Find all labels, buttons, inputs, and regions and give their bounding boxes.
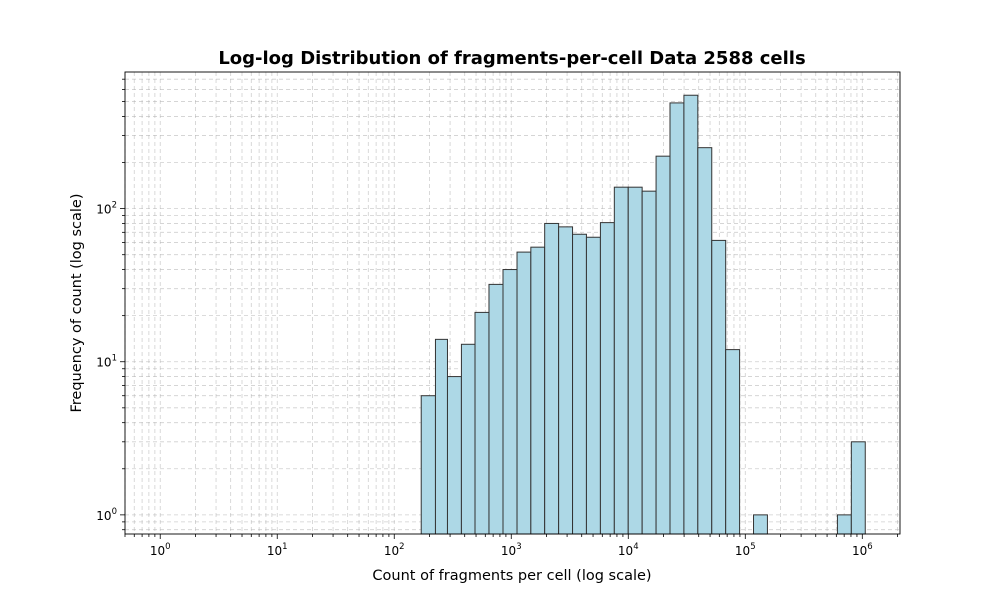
x-tick-label: 103 (501, 542, 522, 558)
histogram-bar (434, 338, 448, 535)
y-axis-label: Frequency of count (log scale) (69, 193, 85, 412)
histogram-bar (516, 251, 532, 535)
y-tick-label: 100 (96, 507, 117, 523)
histogram-bar (460, 343, 476, 535)
histogram-bar (627, 186, 643, 535)
x-tick-label: 101 (267, 542, 288, 558)
axis-ticks: 100 101 102 103 104 105 106 100 101 102 (96, 78, 898, 558)
y-tick-label: 101 (96, 354, 117, 370)
x-tick-label: 104 (618, 542, 639, 558)
histogram-bar (669, 102, 685, 535)
histogram-bar (446, 376, 462, 535)
plot-frame (124, 71, 901, 535)
histogram-bar (572, 233, 587, 535)
histogram-bar (502, 269, 518, 535)
histogram-bar (697, 147, 713, 535)
histogram-bar (655, 155, 671, 535)
histogram-bar (683, 94, 699, 535)
histogram-bar (530, 246, 546, 535)
histogram-bar (836, 514, 852, 535)
histogram-bar (420, 395, 436, 535)
histogram-bar (599, 222, 615, 535)
histogram-bar (711, 239, 727, 535)
histogram-bar (474, 311, 490, 535)
histogram-bar (641, 190, 657, 535)
histogram-bar (613, 186, 629, 535)
histogram-bar (488, 283, 504, 535)
histogram-bar (585, 236, 601, 535)
x-tick-label: 105 (735, 542, 756, 558)
histogram-bar (725, 349, 741, 535)
histogram-bar (558, 226, 574, 535)
x-axis-label: Count of fragments per cell (log scale) (372, 568, 651, 584)
chart-title: Log-log Distribution of fragments-per-ce… (218, 48, 805, 69)
histogram-bar (544, 222, 560, 535)
histogram-bar (753, 514, 768, 535)
x-tick-label: 106 (852, 542, 873, 558)
y-tick-label: 102 (96, 201, 117, 217)
histogram-bar (850, 441, 866, 535)
x-tick-label: 100 (150, 542, 171, 558)
histogram-bars (420, 94, 866, 535)
x-tick-label: 102 (384, 542, 405, 558)
